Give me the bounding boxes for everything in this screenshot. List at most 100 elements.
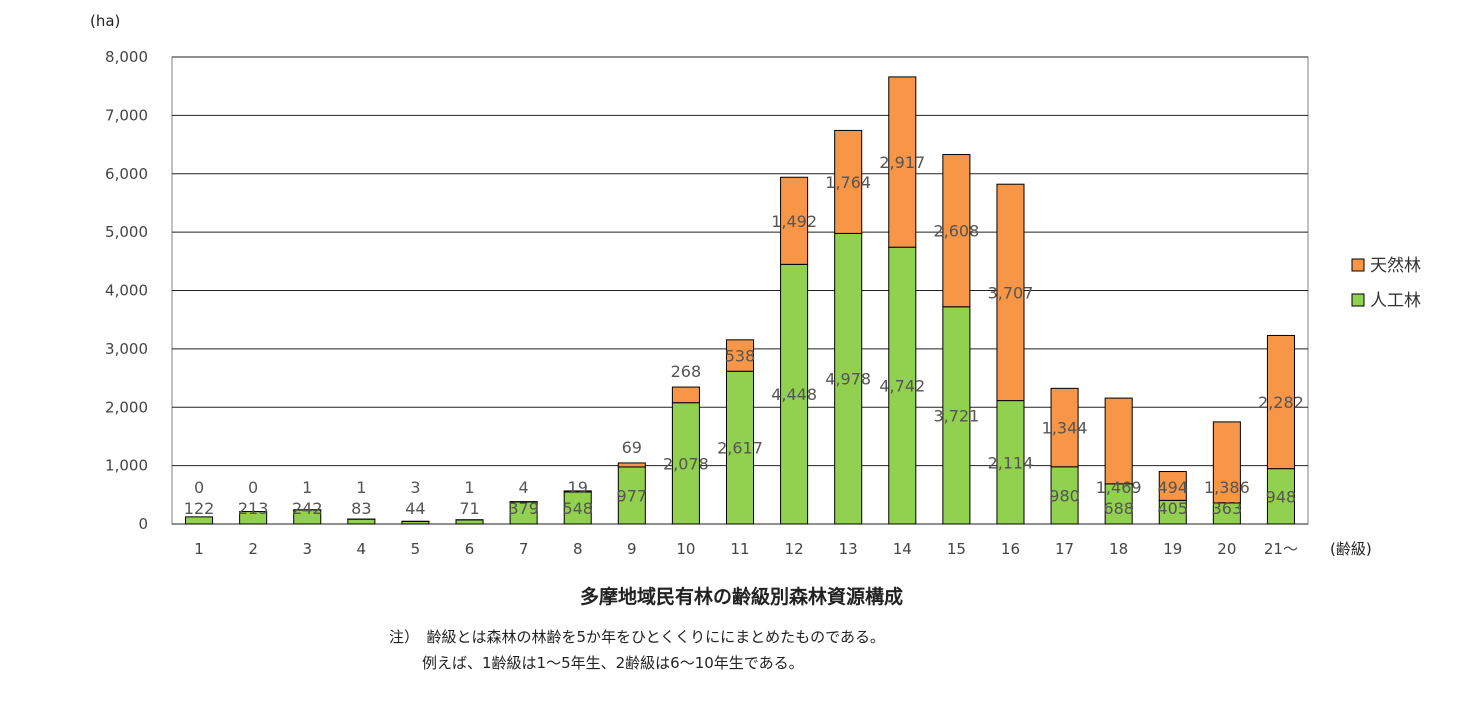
bar-segment-natural-forest	[1104, 397, 1133, 485]
x-axis-ticks: 1 2 3 4 5 6 7 8 9 10 11 12 13 14 15 16 17 18 19 20 21～	[194, 540, 1298, 558]
y-tick-label: 1,000	[105, 457, 148, 475]
legend-swatch	[1351, 258, 1365, 272]
data-label-artificial-forest: 2,617	[717, 439, 763, 458]
bar-segment-artificial-forest	[185, 516, 214, 525]
data-label-artificial-forest: 2,078	[663, 454, 709, 473]
x-tick-label: 20	[1217, 540, 1236, 558]
bar-segment-artificial-forest	[671, 402, 700, 525]
data-label-natural-forest: 2,917	[879, 153, 925, 172]
note-line-1: 注） 齢級とは森林の林齢を5か年をひとくくりににまとめたものである。	[389, 628, 885, 646]
legend-swatch	[1351, 293, 1365, 307]
data-label-artificial-forest: 379	[508, 499, 539, 518]
data-label-natural-forest: 69	[622, 438, 642, 457]
bar-segment-natural-forest	[725, 339, 755, 372]
bar-segment-natural-forest	[996, 183, 1025, 402]
x-tick-label: 8	[573, 540, 583, 558]
stacked-bar-chart: (ha) 0 1,000 2,000 3,000 4,000 5,000 6,000 7,00…	[90, 12, 1421, 558]
data-label-artificial-forest: 122	[184, 499, 215, 518]
bar-segment-artificial-forest	[780, 263, 809, 525]
x-tick-label: 3	[302, 540, 312, 558]
data-label-natural-forest: 1,344	[1042, 419, 1088, 438]
x-tick-label: 5	[411, 540, 421, 558]
y-tick-label: 6,000	[105, 165, 148, 183]
bar-segment-artificial-forest	[617, 466, 646, 525]
data-label-artificial-forest: 948	[1266, 487, 1297, 506]
bar-segment-artificial-forest	[239, 511, 268, 525]
data-label-natural-forest: 1,764	[825, 173, 871, 192]
data-label-natural-forest: 3	[410, 478, 420, 497]
data-label-artificial-forest: 213	[238, 499, 269, 518]
data-label-natural-forest: 1,492	[771, 212, 817, 231]
data-label-artificial-forest: 405	[1157, 499, 1188, 518]
x-tick-label: 14	[893, 540, 912, 558]
data-labels: 122 0 213 0 242 1 83 1 44 3 71 1 379 4 548 19 977 69 2,078…	[184, 153, 1304, 518]
x-tick-label: 15	[947, 540, 966, 558]
bar-segment-natural-forest	[671, 386, 700, 404]
legend-label: 人工林	[1370, 291, 1421, 311]
data-label-artificial-forest: 71	[459, 499, 479, 518]
data-label-natural-forest: 0	[194, 478, 204, 497]
y-tick-label: 0	[138, 515, 148, 533]
bar-segment-natural-forest	[1158, 471, 1187, 501]
bar-segment-natural-forest	[617, 462, 646, 468]
bar-segment-artificial-forest	[1104, 483, 1133, 525]
bar-segment-artificial-forest	[347, 518, 376, 525]
data-label-natural-forest: 1,469	[1096, 478, 1142, 497]
y-tick-label: 2,000	[105, 398, 148, 416]
x-tick-label: 18	[1109, 540, 1128, 558]
data-label-natural-forest: 1	[464, 478, 474, 497]
x-tick-label: 13	[839, 540, 858, 558]
data-label-natural-forest: 19	[568, 478, 588, 497]
data-label-artificial-forest: 4,742	[879, 377, 925, 396]
data-label-natural-forest: 538	[725, 347, 756, 366]
x-tick-label: 19	[1163, 540, 1182, 558]
data-label-natural-forest: 4	[519, 478, 529, 497]
bar-segment-artificial-forest	[563, 491, 592, 525]
x-tick-label: 21～	[1264, 540, 1298, 558]
data-label-artificial-forest: 4,448	[771, 385, 817, 404]
data-label-artificial-forest: 363	[1212, 499, 1243, 518]
data-label-artificial-forest: 3,721	[933, 406, 979, 425]
bar-segment-artificial-forest	[834, 232, 863, 525]
note-line-2: 例えば、1齢級は1～5年生、2齢級は6～10年生である。	[422, 654, 804, 672]
x-tick-label: 9	[627, 540, 637, 558]
bar-segment-natural-forest	[1266, 334, 1295, 470]
data-label-artificial-forest: 83	[351, 499, 371, 518]
data-label-natural-forest: 1	[356, 478, 366, 497]
x-tick-label: 11	[730, 540, 749, 558]
data-label-natural-forest: 0	[248, 478, 258, 497]
bar-segment-artificial-forest	[942, 306, 971, 525]
bar-segment-natural-forest	[942, 154, 971, 308]
x-tick-label: 2	[248, 540, 258, 558]
x-tick-label: 7	[519, 540, 529, 558]
bar-segment-natural-forest	[888, 76, 917, 248]
data-label-artificial-forest: 2,114	[988, 453, 1034, 472]
data-label-artificial-forest: 977	[617, 486, 648, 505]
data-label-artificial-forest: 4,978	[825, 370, 871, 389]
x-tick-label: 6	[465, 540, 475, 558]
y-tick-label: 8,000	[105, 48, 148, 66]
data-label-natural-forest: 2,282	[1258, 393, 1304, 412]
y-tick-label: 3,000	[105, 340, 148, 358]
bar-segment-artificial-forest	[996, 400, 1025, 525]
x-tick-label: 1	[194, 540, 204, 558]
x-tick-label: 12	[785, 540, 804, 558]
data-label-artificial-forest: 548	[562, 499, 593, 518]
y-axis-unit: (ha)	[90, 12, 120, 30]
y-axis-ticks: 0 1,000 2,000 3,000 4,000 5,000 6,000 7,000 8,00…	[105, 48, 148, 533]
x-tick-label: 4	[357, 540, 367, 558]
x-tick-label: 10	[676, 540, 695, 558]
bar-segment-natural-forest	[563, 490, 592, 493]
data-label-artificial-forest: 688	[1103, 499, 1134, 518]
data-label-natural-forest: 1,386	[1204, 478, 1250, 497]
chart-title: 多摩地域民有林の齢級別森林資源構成	[579, 586, 903, 608]
x-tick-label: 16	[1001, 540, 1020, 558]
data-label-natural-forest: 1	[302, 478, 312, 497]
bar-segment-natural-forest	[1212, 421, 1241, 504]
data-label-natural-forest: 494	[1157, 478, 1188, 497]
x-axis-unit: (齢級)	[1330, 540, 1372, 558]
y-tick-label: 5,000	[105, 223, 148, 241]
x-tick-label: 17	[1055, 540, 1074, 558]
data-label-natural-forest: 3,707	[988, 283, 1034, 302]
